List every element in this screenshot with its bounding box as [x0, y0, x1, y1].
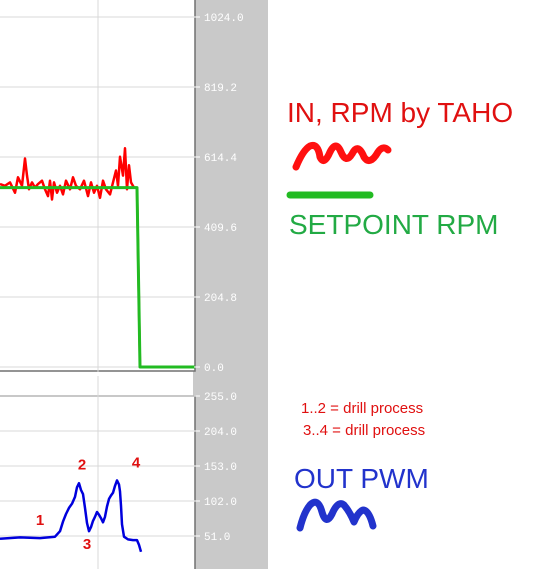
y-tick-label: 819.2: [204, 83, 237, 95]
in-rpm-squiggle-icon: [292, 142, 392, 171]
top-y-axis-ticks: 1024.0 819.2 614.4 409.6 204.8 0.0: [194, 13, 244, 375]
drill-note-2: 3..4 = drill process: [303, 422, 425, 439]
y-tick-label: 51.0: [204, 532, 230, 544]
bottom-plot: 255.0 204.0 153.0 102.0 51.0 1 2 3 4: [0, 376, 237, 569]
drill-marker-label: 1: [36, 512, 44, 529]
series-line-0: [0, 479, 143, 553]
bottom-y-axis-ticks: 255.0 204.0 153.0 102.0 51.0: [194, 392, 237, 544]
drill-marker-label: 4: [132, 454, 141, 471]
top-plot-series: [0, 147, 195, 369]
y-tick-label: 1024.0: [204, 13, 244, 25]
y-tick-label: 102.0: [204, 497, 237, 509]
drill-note-1: 1..2 = drill process: [301, 400, 423, 417]
y-tick-label: 153.0: [204, 462, 237, 474]
out-pwm-squiggle-icon: [296, 498, 377, 532]
in-rpm-annotation: IN, RPM by TAHO: [287, 97, 513, 128]
y-tick-label: 409.6: [204, 223, 237, 235]
out-pwm-annotation: OUT PWM: [294, 463, 429, 494]
y-tick-label: 614.4: [204, 153, 237, 165]
y-tick-label: 0.0: [204, 363, 224, 375]
axis-panel-background: [193, 0, 268, 569]
bottom-plot-series: [0, 479, 143, 553]
y-tick-label: 204.8: [204, 293, 237, 305]
setpoint-annotation: SETPOINT RPM: [289, 209, 499, 240]
drill-marker-label: 2: [78, 456, 86, 473]
bottom-plot-markers: 1 2 3 4: [36, 454, 141, 553]
series-line-1: [0, 186, 195, 369]
drill-marker-label: 3: [83, 536, 91, 553]
bottom-plot-grid: [0, 376, 195, 569]
top-plot: 1024.0 819.2 614.4 409.6 204.8 0.0: [0, 0, 244, 375]
y-tick-label: 204.0: [204, 427, 237, 439]
y-tick-label: 255.0: [204, 392, 237, 404]
